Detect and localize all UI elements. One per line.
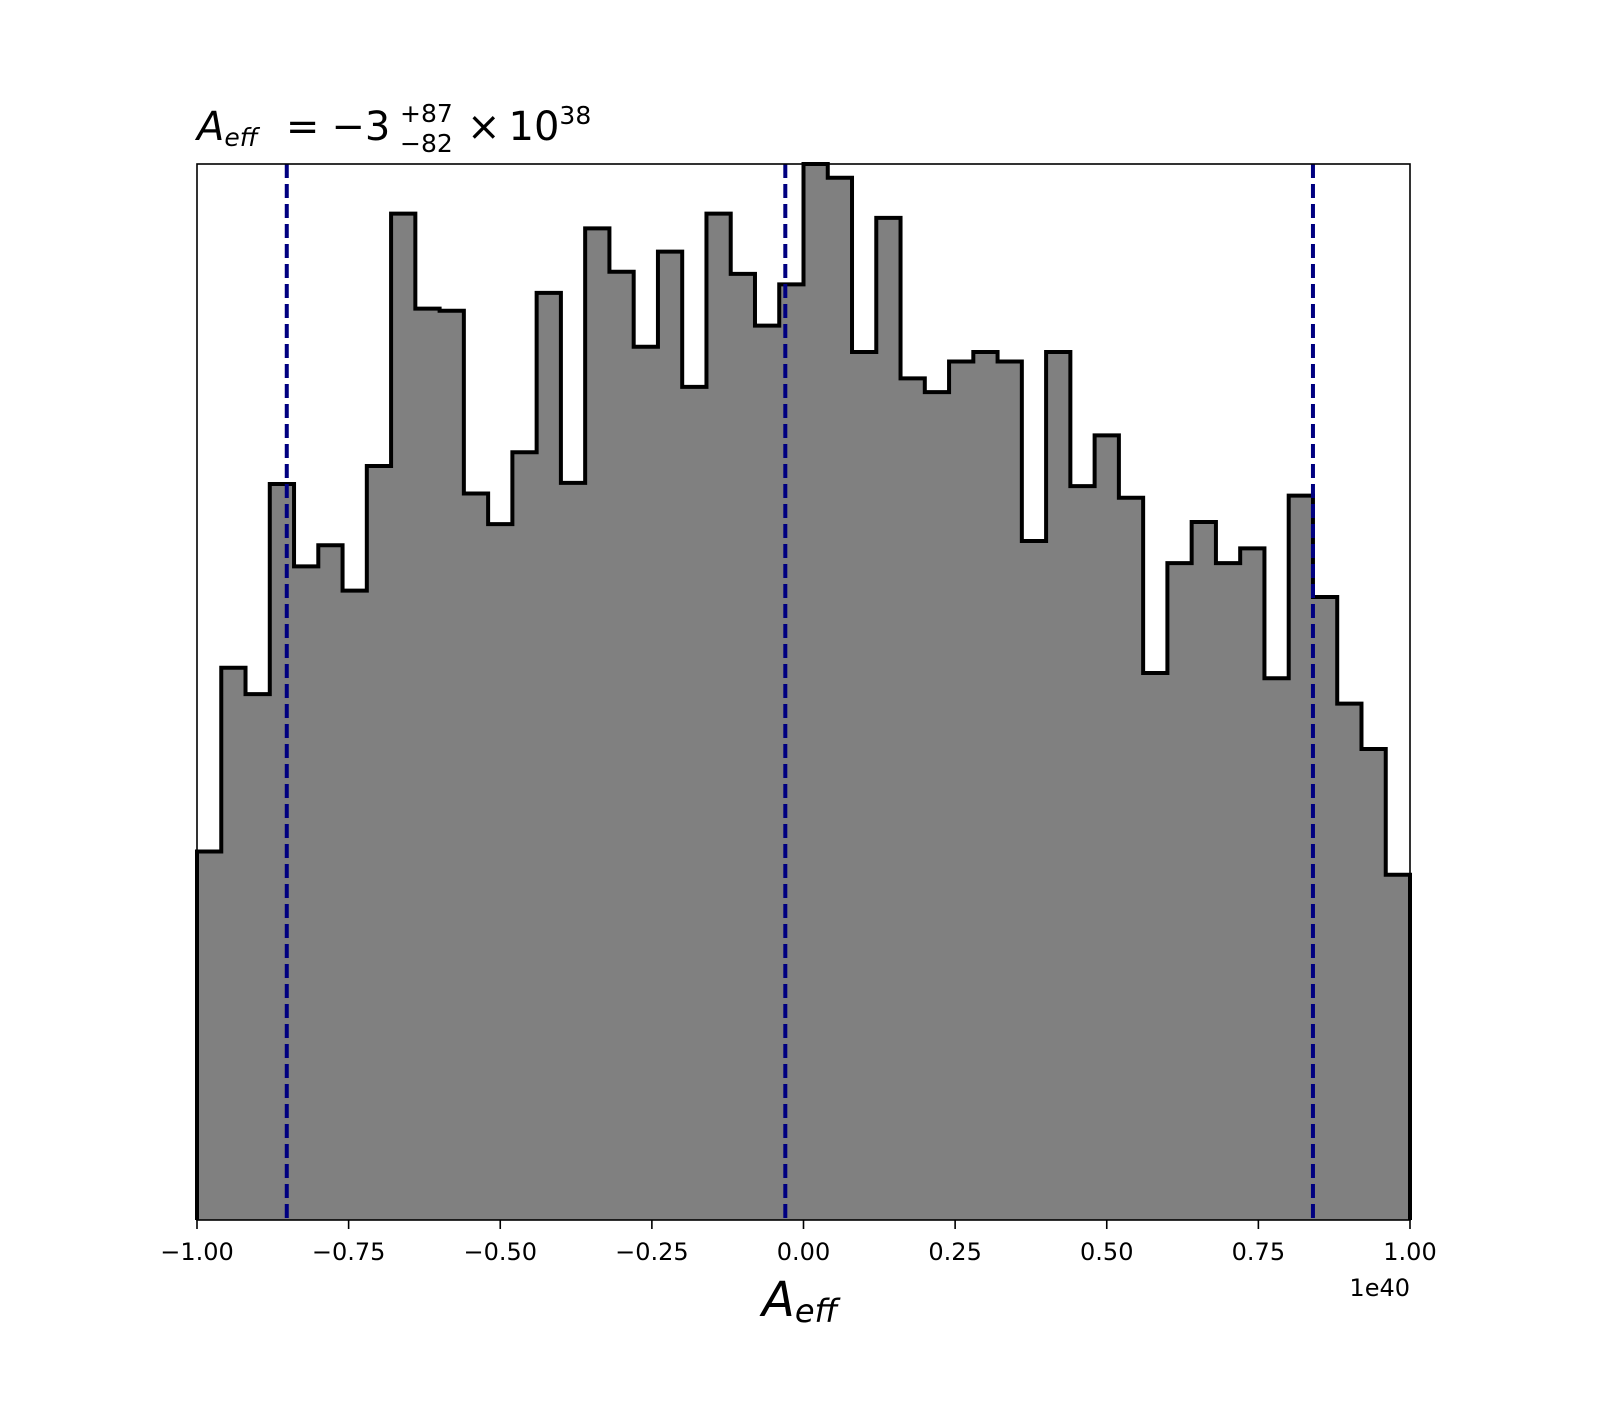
histogram-bar (1288, 495, 1314, 1221)
histogram-bar (342, 590, 368, 1220)
title-multiplier-group: × 1038 (467, 101, 591, 150)
histogram-bar (512, 452, 538, 1221)
title-lower-error: −82 (400, 129, 453, 158)
histogram-bars (197, 164, 1411, 1221)
histogram-outline (195, 162, 1412, 1220)
histogram-bar (1191, 521, 1217, 1220)
histogram-bar (221, 667, 247, 1220)
histogram-bar (900, 378, 926, 1220)
histogram-bar (1118, 497, 1144, 1220)
histogram-bar (1215, 563, 1241, 1220)
x-tick-label: −0.75 (312, 1238, 386, 1266)
histogram-bar (197, 851, 222, 1220)
x-tick-label: 0.50 (1080, 1238, 1133, 1266)
x-tick-label: 0.25 (928, 1238, 981, 1266)
histogram-bar (657, 251, 683, 1220)
histogram-bar (1240, 548, 1266, 1220)
title-value: −3 (331, 104, 390, 150)
histogram-bar (245, 694, 271, 1220)
histogram-bar (536, 292, 562, 1220)
histogram-bar (1046, 351, 1071, 1220)
x-tick-label: 1.00 (1383, 1238, 1436, 1266)
vertical-lines (284, 164, 1315, 1220)
title-exponent: 38 (559, 101, 591, 130)
histogram-bar (366, 466, 392, 1220)
histogram-bar (827, 177, 853, 1220)
histogram-bar (609, 271, 635, 1220)
x-tick-label: 0.00 (777, 1238, 830, 1266)
histogram-bar (852, 351, 877, 1220)
x-axis-label: Aeff (759, 1272, 842, 1330)
histogram-bar (876, 217, 902, 1220)
histogram-bar (1167, 563, 1193, 1220)
title-multiplier: × (467, 104, 501, 150)
title-symbol: A (194, 104, 224, 150)
histogram-bar (803, 164, 829, 1220)
x-axis-label-symbol: A (759, 1272, 795, 1328)
histogram-bar (439, 310, 465, 1220)
histogram-bar (488, 524, 513, 1220)
histogram-bar (1070, 486, 1096, 1221)
histogram-bar (682, 386, 708, 1220)
histogram-bar (415, 308, 441, 1220)
histogram-bar (1021, 540, 1047, 1220)
histogram-bar (754, 325, 780, 1220)
x-tick-label: 0.75 (1232, 1238, 1285, 1266)
x-tick-label: −0.25 (615, 1238, 689, 1266)
histogram-bar (269, 483, 295, 1220)
histogram-bar (924, 392, 950, 1220)
histogram-bar (560, 482, 586, 1220)
title-equals: = (286, 104, 320, 150)
histogram-bar (585, 228, 611, 1220)
x-tick-label: −0.50 (463, 1238, 537, 1266)
title-symbol-subscript: eff (224, 123, 260, 152)
histogram-bar (463, 493, 489, 1220)
histogram-bar (1143, 672, 1168, 1220)
histogram-bar (318, 545, 344, 1220)
histogram-bar (973, 351, 999, 1220)
histogram-bar (1385, 874, 1411, 1220)
histogram-bar (997, 361, 1023, 1220)
x-axis-ticks: −1.00 −0.75 −0.50 −0.25 0.00 0.25 0.50 0.75 1.00 (160, 1220, 1437, 1266)
histogram-bar (633, 346, 659, 1220)
histogram-bar (1312, 596, 1338, 1220)
histogram-bar (779, 284, 805, 1220)
histogram-bar (391, 213, 416, 1220)
histogram-bar (706, 213, 732, 1220)
chart-title: Aeff = −3 (194, 104, 390, 152)
title-upper-error: +87 (400, 99, 453, 128)
x-axis-offset-label: 1e40 (1349, 1274, 1410, 1302)
histogram-bar (1264, 678, 1290, 1220)
x-axis-label-subscript: eff (795, 1292, 842, 1330)
histogram-bar (1337, 703, 1363, 1220)
histogram-bar (730, 273, 756, 1221)
histogram-bar (949, 361, 974, 1220)
title-base: 10 (509, 104, 560, 150)
x-tick-label: −1.00 (160, 1238, 234, 1266)
histogram-bar (294, 566, 319, 1220)
histogram-bar (1361, 749, 1387, 1220)
histogram-bar (1094, 435, 1120, 1221)
